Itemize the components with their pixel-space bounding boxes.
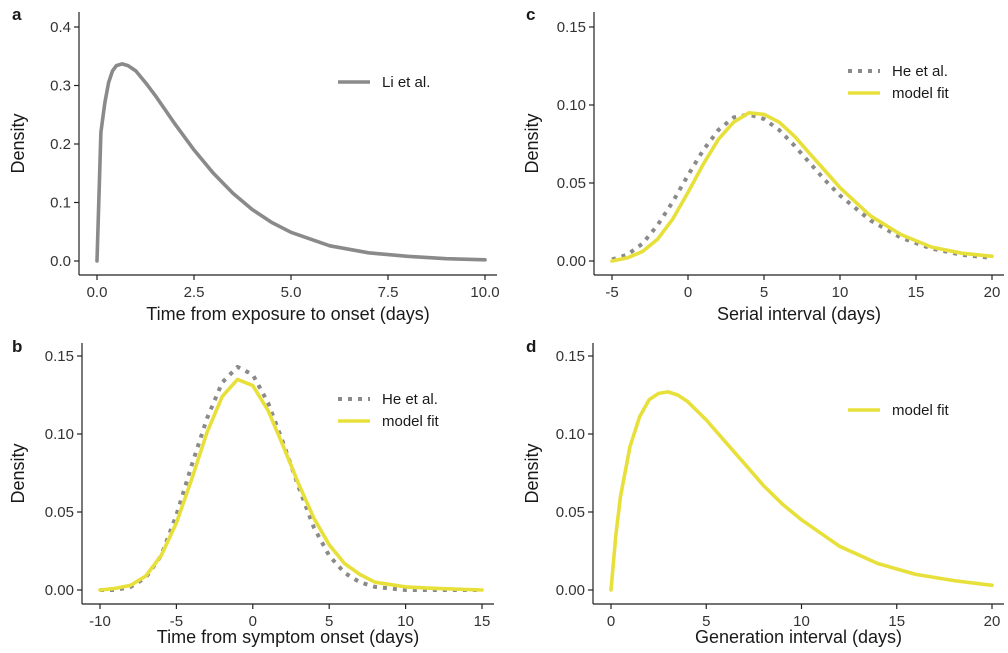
y-tick-label: 0.00 [45,582,74,599]
x-tick-label: -10 [89,613,111,630]
y-tick-label: 0.4 [50,19,71,36]
panel-b: b 0.00 0.05 0.10 0.15 -10 -5 0 5 10 15 Time from sy… [8,337,494,647]
panel-letter: d [526,337,536,356]
y-tick-label: 0.05 [556,504,585,521]
x-tick-label: 2.5 [184,284,205,301]
x-tick-label: 0 [607,613,615,630]
series-line-model-fit [610,111,994,263]
x-tick-label: 10 [397,613,414,630]
panel-letter: b [12,337,22,356]
legend-label-li-et-al: Li et al. [382,74,430,91]
y-axis-title: Density [522,113,542,173]
y-tick-label: 0.15 [557,19,586,36]
x-tick-label: 20 [984,613,1001,630]
y-tick-label: 0.15 [556,348,585,365]
y-tick-label: 0.15 [45,348,74,365]
y-axis-title: Density [8,113,28,173]
x-tick-label: 15 [908,284,925,301]
y-tick-label: 0.3 [50,78,71,95]
y-tick-label: 0.10 [45,426,74,443]
panel-d: d 0.00 0.05 0.10 0.15 0 5 10 15 20 Generation inte… [522,337,1004,647]
x-axis-title: Generation interval (days) [695,627,902,647]
panel-a: a 0.0 0.1 0.2 0.3 0.4 0.0 2.5 5.0 7.5 10.0 Time fro… [8,5,500,324]
legend-label-he-et-al: He et al. [382,391,438,408]
x-tick-label: 5 [760,284,768,301]
legend-label-model-fit: model fit [892,85,950,102]
x-tick-label: 5 [702,613,710,630]
legend-label-model-fit: model fit [382,413,440,430]
legend-label-model-fit: model fit [892,402,950,419]
y-axis-title: Density [8,443,28,503]
x-tick-label: 10.0 [470,284,499,301]
x-tick-label: 15 [888,613,905,630]
y-tick-label: 0.00 [556,582,585,599]
x-tick-label: 10 [793,613,810,630]
panel-letter: a [12,5,22,24]
y-tick-label: 0.10 [556,426,585,443]
x-tick-label: 5.0 [281,284,302,301]
x-tick-label: 20 [984,284,1001,301]
series-line-li-et-al [95,62,487,263]
y-tick-label: 0.05 [557,175,586,192]
x-tick-label: 0 [249,613,257,630]
x-tick-label: 0 [684,284,692,301]
x-axis-title: Serial interval (days) [717,304,881,324]
y-tick-label: 0.0 [50,253,71,270]
panel-letter: c [526,5,535,24]
x-tick-label: -5 [170,613,183,630]
y-tick-label: 0.2 [50,136,71,153]
x-tick-label: 5 [325,613,333,630]
x-axis-title: Time from symptom onset (days) [157,627,419,647]
legend-label-he-et-al: He et al. [892,63,948,80]
y-tick-label: 0.05 [45,504,74,521]
x-tick-label: 10 [832,284,849,301]
x-tick-label: 0.0 [87,284,108,301]
y-axis-title: Density [522,443,542,503]
y-tick-label: 0.1 [50,195,71,212]
x-tick-label: 15 [474,613,491,630]
x-tick-label: 7.5 [378,284,399,301]
x-axis-title: Time from exposure to onset (days) [146,304,429,324]
y-tick-label: 0.10 [557,97,586,114]
series-line-model-fit [609,390,994,592]
panel-c: c 0.00 0.05 0.10 0.15 -5 0 5 10 15 20 Serial interv… [522,5,1004,324]
x-tick-label: -5 [605,284,618,301]
series-line-model-fit [98,377,484,592]
series-line-he-et-al [611,112,993,262]
y-tick-label: 0.00 [557,253,586,270]
